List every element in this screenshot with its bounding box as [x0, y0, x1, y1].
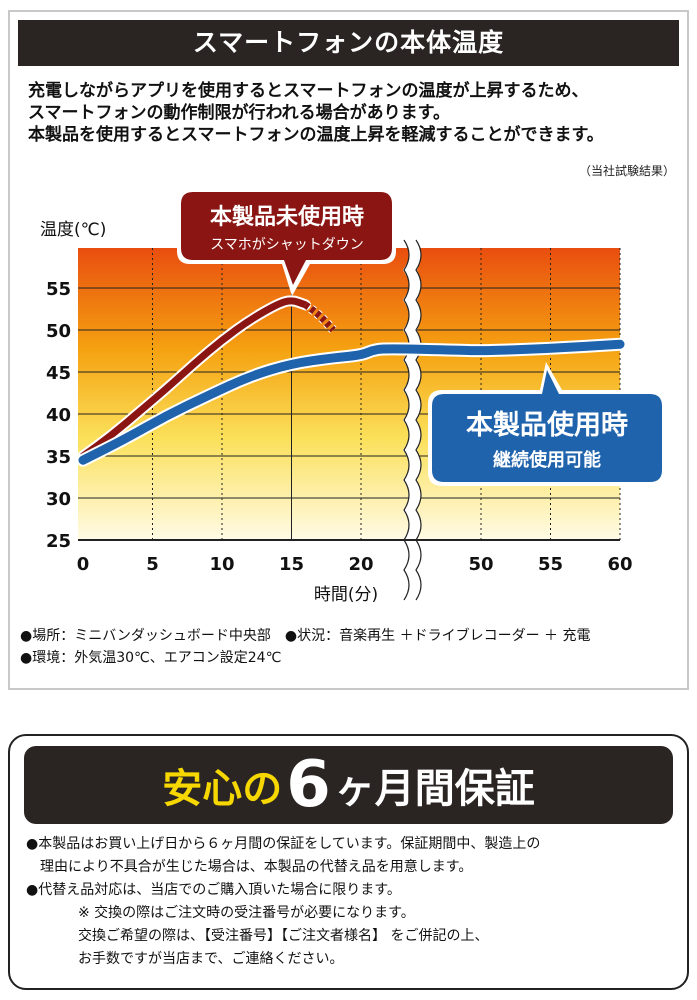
y-tick-label: 25 [46, 531, 71, 552]
warranty-line: お手数ですが当店まで、ご連絡ください。 [78, 951, 344, 967]
series-lines [76, 295, 627, 467]
warranty-title-post: ヶ月間保証 [334, 766, 535, 812]
y-tick-label: 30 [46, 489, 71, 510]
x-tick-labels: 0 5 10 15 20 50 55 60 [77, 554, 633, 575]
condition-line: ●環境：外気温30℃、エアコン設定24℃ [20, 650, 282, 666]
axis-break-band [402, 236, 421, 604]
callout-used-title: 本製品使用時 [466, 410, 628, 441]
y-tick-label: 35 [46, 447, 71, 468]
series-line-unused [79, 297, 309, 460]
x-tick-label: 10 [209, 554, 234, 575]
x-axis-title: 時間(分) [314, 585, 378, 605]
x-tick-label: 20 [348, 554, 373, 575]
y-tick-label: 50 [46, 321, 71, 342]
warranty-line: ※ 交換の際はご注文時の受注番号が必要になります。 [78, 905, 415, 921]
intro-text: 充電しながらアプリを使用するとスマートフォンの温度が上昇するため、 スマートフォ… [28, 80, 688, 146]
y-axis-title: 温度(℃) [40, 220, 106, 240]
warranty-title: 安心の6 ヶ月間保証 [24, 746, 673, 824]
temperature-chart: 25 30 35 40 45 50 55 0 5 10 15 20 50 55 60 温度(℃) 時間(分… [40, 188, 666, 605]
series-line-used [78, 339, 625, 465]
page-title: スマートフォンの本体温度 [18, 20, 679, 66]
warranty-text: ●本製品はお買い上げ日から６ヶ月間の保証をしています。保証期間中、製造上の 理由… [26, 833, 686, 971]
callout-unused-sub: スマホがシャットダウン [210, 237, 364, 253]
test-note: （当社試験結果） [578, 164, 675, 178]
x-tick-label: 0 [77, 554, 90, 575]
test-conditions: ●場所：ミニバンダッシュボード中央部 ●状況：音楽再生 ＋ドライブレコーダー ＋… [20, 625, 690, 669]
warranty-title-pre: 安心の [162, 766, 283, 812]
x-tick-label: 5 [146, 554, 159, 575]
x-tick-label: 60 [607, 554, 632, 575]
x-tick-label: 15 [279, 554, 304, 575]
intro-line: スマートフォンの動作制限が行われる場合があります。 [28, 103, 450, 123]
warranty-line: ●本製品はお買い上げ日から６ヶ月間の保証をしています。保証期間中、製造上の [26, 836, 541, 852]
warranty-title-number: 6 [286, 748, 331, 822]
callout-unused-title: 本製品未使用時 [210, 204, 364, 230]
y-tick-labels: 25 30 35 40 45 50 55 [46, 279, 71, 552]
x-tick-label: 55 [538, 554, 563, 575]
callout-unused: 本製品未使用時 スマホがシャットダウン [177, 188, 396, 296]
x-tick-label: 50 [468, 554, 493, 575]
callout-used: 本製品使用時 継続使用可能 [428, 362, 666, 486]
intro-line: 本製品を使用するとスマートフォンの温度上昇を軽減することができます。 [28, 125, 604, 145]
intro-line: 充電しながらアプリを使用するとスマートフォンの温度が上昇するため、 [28, 81, 589, 101]
y-tick-label: 40 [46, 405, 71, 426]
condition-line: ●場所：ミニバンダッシュボード中央部 ●状況：音楽再生 ＋ドライブレコーダー ＋… [20, 628, 591, 644]
series-line-unused-dashed [303, 301, 336, 333]
warranty-line: ●代替え品対応は、当店でのご購入頂いた場合に限ります。 [26, 882, 401, 898]
warranty-line: 交換ご希望の際は、【受注番号】【ご注文者様名】 をご併記の上、 [78, 928, 489, 944]
y-tick-label: 45 [46, 363, 71, 384]
y-tick-label: 55 [46, 279, 71, 300]
callout-used-sub: 継続使用可能 [493, 449, 601, 471]
warranty-line: 理由により不具合が生じた場合は、本製品の代替え品を用意します。 [40, 859, 473, 875]
